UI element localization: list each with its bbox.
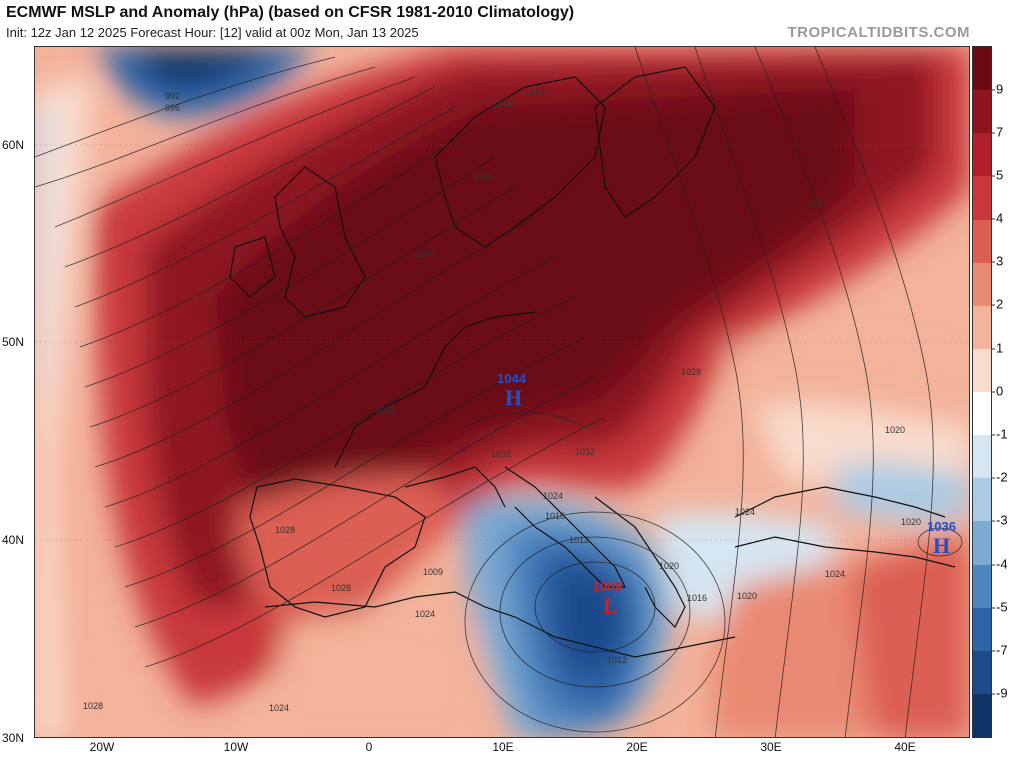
lat-label-50n: 50N [2, 335, 25, 349]
colorbar-segment [973, 133, 991, 177]
colorbar-tick: 9 [990, 81, 1004, 97]
colorbar-tick: -1 [991, 426, 1008, 442]
colorbar-tick: 2 [990, 296, 1004, 312]
colorbar-tick: 5 [990, 167, 1004, 183]
colorbar-segment [973, 47, 991, 91]
lon-label-20w: 20W [89, 740, 115, 754]
colorbar-tick: 1 [990, 340, 1004, 356]
colorbar-tick: -2 [991, 469, 1008, 485]
colorbar-tick: 3 [990, 253, 1004, 269]
isobars [35, 47, 963, 737]
colorbar-tick: -9 [991, 685, 1008, 701]
lon-label-40e: 40E [894, 740, 916, 754]
isobar-label: 1012 [569, 535, 590, 545]
high-pressure-symbol: H [505, 385, 523, 410]
isobar-label: 992 [165, 91, 181, 101]
low-pressure-value: 1009 [593, 579, 622, 594]
isobar-label: 1020 [659, 561, 680, 571]
lat-label-40n: 40N [2, 533, 25, 547]
isobar-label: 1020 [885, 425, 906, 435]
isobar-label: 1012 [607, 655, 628, 665]
isobar-label: 1032 [493, 99, 514, 109]
isobar-label: 1032 [491, 449, 512, 459]
high-pressure-value: 1036 [927, 519, 956, 534]
colorbar-tick: 0 [990, 383, 1004, 399]
colorbar-segment [973, 521, 991, 565]
isobar-label: 1028 [275, 525, 296, 535]
isobar-label: 996 [165, 103, 181, 113]
high-pressure-symbol: H [933, 533, 951, 558]
chart-subtitle: Init: 12z Jan 12 2025 Forecast Hour: [12… [6, 25, 419, 40]
colorbar-tick: 7 [990, 124, 1004, 140]
colorbar-tick: 4 [990, 210, 1004, 226]
chart-title: ECMWF MSLP and Anomaly (hPa) (based on C… [6, 4, 575, 21]
low-pressure-symbol: L [603, 593, 618, 618]
isobar-label: 1024 [543, 491, 564, 501]
isobar-label: 1016 [687, 593, 708, 603]
source-credit: TROPICALTIDBITS.COM [787, 24, 970, 41]
isobar-label: 1016 [545, 511, 566, 521]
isobar-label: 1040 [375, 405, 396, 415]
isobar-label: 1024 [735, 507, 756, 517]
colorbar-segment [973, 478, 991, 522]
colorbar-segment [973, 392, 991, 436]
isobar-label: 1024 [269, 703, 290, 713]
graticule [35, 144, 969, 541]
isobar-label: 1028 [681, 367, 702, 377]
colorbar-segment [973, 262, 991, 306]
colorbar-tick: -5 [991, 599, 1008, 615]
lat-label-30n: 30N [2, 731, 25, 745]
colorbar-segment [973, 219, 991, 263]
lon-label-10w: 10W [223, 740, 249, 754]
isobar-label: 1028 [331, 583, 352, 593]
colorbar [972, 46, 992, 738]
lon-label-10e: 10E [492, 740, 514, 754]
isobar-label: 1020 [901, 517, 922, 527]
colorbar-segment [973, 650, 991, 694]
isobar-label: 1032 [575, 447, 596, 457]
colorbar-tick: -3 [991, 512, 1008, 528]
colorbar-segment [973, 607, 991, 651]
colorbar-tick: -7 [991, 642, 1008, 658]
colorbar-segment [973, 564, 991, 608]
isobar-label: 1024 [825, 569, 846, 579]
isobar-label: 1040 [415, 249, 436, 259]
map-panel[interactable]: 992 996 1040 1036 1028 1032 1024 1020 10… [34, 46, 970, 738]
isobar-label: 1024 [415, 609, 436, 619]
lon-label-0: 0 [365, 740, 373, 754]
high-pressure-value: 1044 [497, 371, 526, 386]
lat-label-60n: 60N [2, 138, 25, 152]
isobar-label: 1036 [473, 171, 494, 181]
isobar-label: 1009 [423, 567, 444, 577]
isobar-label: 1024 [807, 199, 828, 209]
map-canvas [35, 47, 969, 737]
colorbar-segment [973, 305, 991, 349]
isobar-label: 1020 [737, 591, 758, 601]
isobar-label: 1028 [83, 701, 104, 711]
isobar-label: 1028 [525, 87, 546, 97]
colorbar-segment [973, 176, 991, 220]
colorbar-segment [973, 693, 991, 737]
colorbar-segment [973, 348, 991, 392]
lon-label-20e: 20E [626, 740, 648, 754]
colorbar-segment [973, 435, 991, 479]
colorbar-tick: -4 [991, 556, 1008, 572]
lon-label-30e: 30E [760, 740, 782, 754]
colorbar-segment [973, 90, 991, 134]
